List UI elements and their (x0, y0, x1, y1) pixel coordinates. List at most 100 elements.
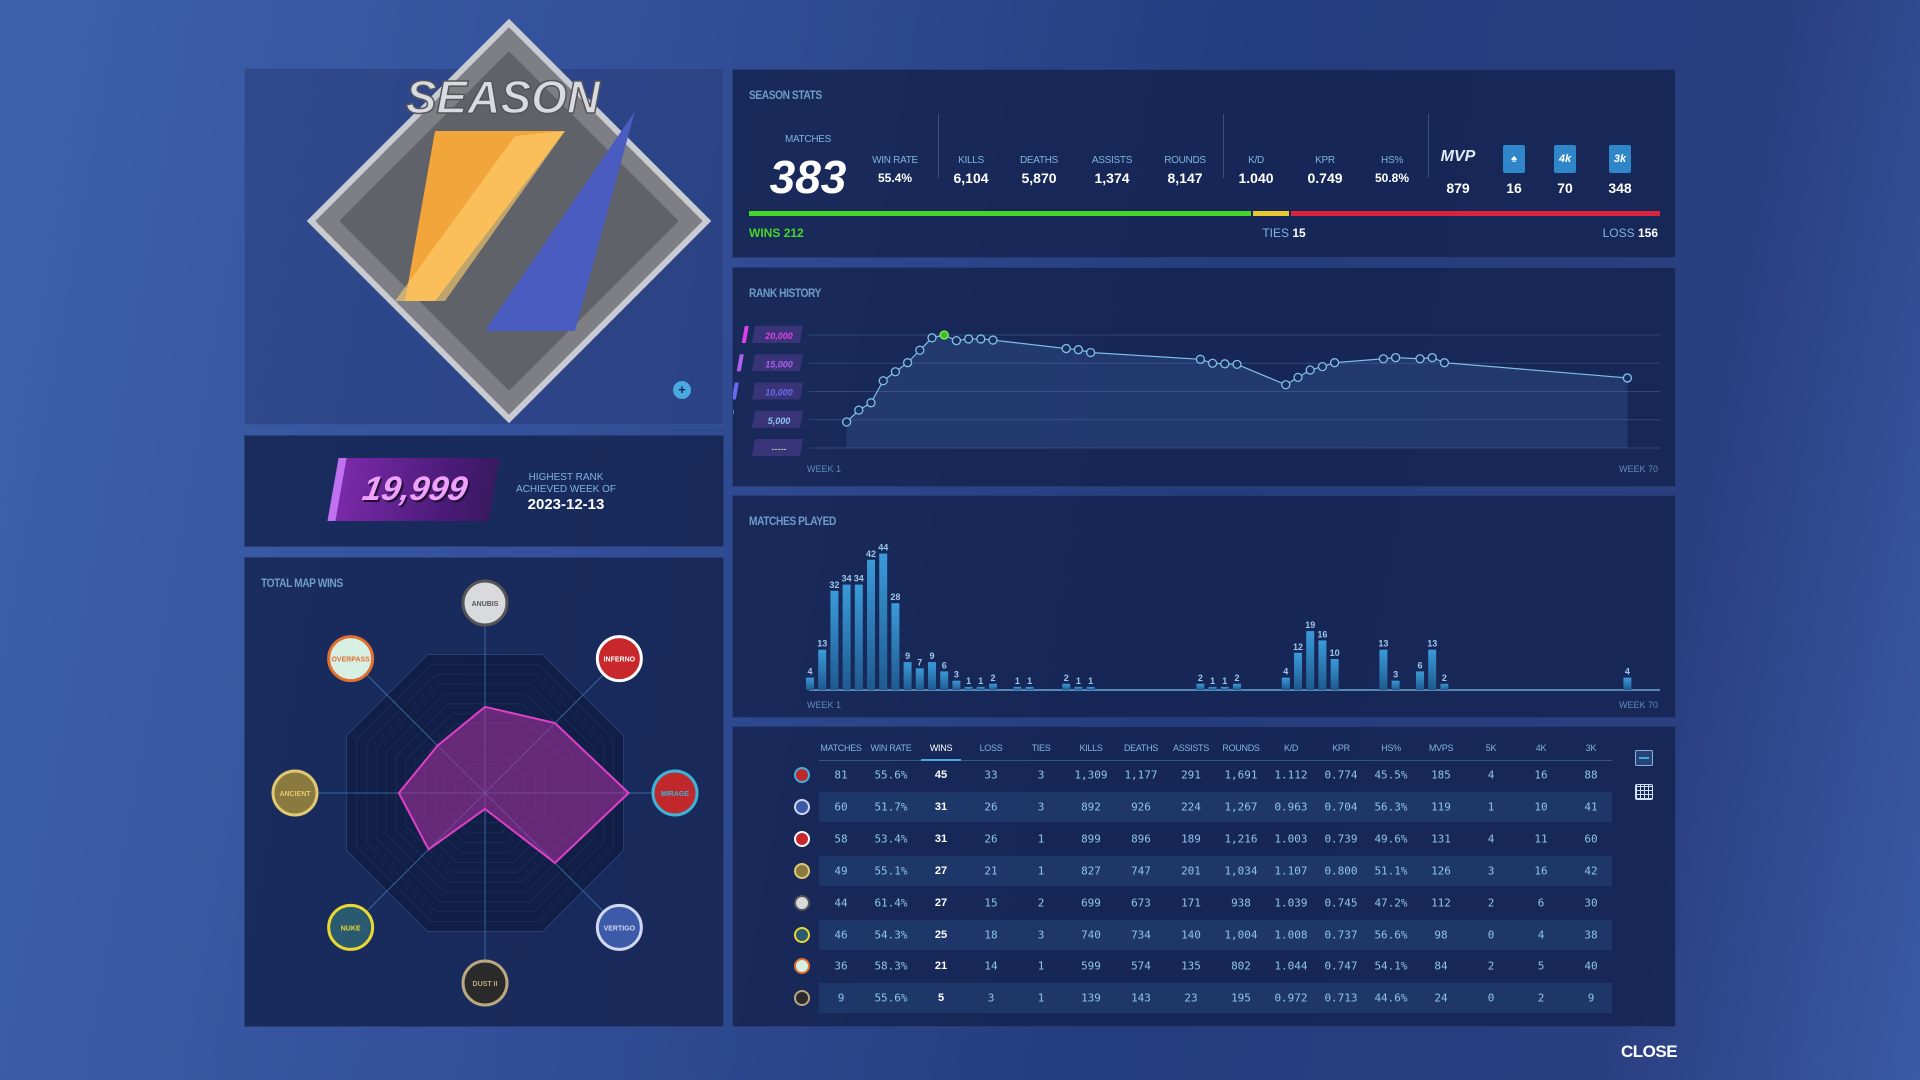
radar-chart: ANUBIS INFERNO MIRAGE VERTIGO DUST II NUKE ANC… (271, 579, 699, 1007)
map-logo-nuke (327, 903, 375, 951)
grid-view-toggle[interactable] (1635, 784, 1653, 800)
bar (903, 662, 912, 690)
table-cell: 54.1% (1374, 959, 1408, 973)
kills-value: 6,104 (953, 170, 989, 186)
rank-point (1207, 358, 1218, 368)
loss-value: 156 (1637, 226, 1658, 240)
map-logo-mirage (651, 769, 699, 817)
table-cell: 291 (1181, 768, 1201, 782)
column-header[interactable]: 5K (1485, 743, 1497, 753)
rank-point (915, 345, 925, 355)
table-cell: 673 (1131, 896, 1151, 910)
table-cell: 0 (1487, 991, 1495, 1005)
ties-label: TIES (1262, 226, 1289, 240)
row-band (819, 791, 1612, 822)
rank-point (902, 358, 913, 368)
column-header[interactable]: 3K (1585, 743, 1597, 753)
column-header[interactable]: ROUNDS (1222, 743, 1260, 753)
column-header[interactable]: K/D (1283, 743, 1299, 753)
column-header[interactable]: ASSISTS (1173, 743, 1209, 753)
hs-label: HS% (1381, 155, 1403, 166)
bar-label: 32 (829, 580, 839, 590)
map-logo-text: OVERPASS (331, 657, 370, 664)
table-cell: 60 (834, 800, 848, 814)
rank-point (963, 334, 974, 344)
column-header[interactable]: DEATHS (1123, 743, 1159, 753)
tier-label: ----- (772, 444, 787, 454)
map-icon-vertigo (794, 798, 810, 815)
rank-point (976, 334, 986, 344)
column-header[interactable]: KPR (1332, 743, 1350, 753)
table-cell: 6 (1537, 896, 1545, 910)
compact-view-toggle[interactable] (1635, 750, 1653, 766)
ties-summary: TIES 15 (1262, 226, 1305, 240)
close-button[interactable]: CLOSE (1621, 1042, 1678, 1061)
map-logo-text: DUST II (473, 981, 498, 988)
loss-summary: LOSS 156 (1603, 226, 1658, 240)
matches-played-panel: MATCHES PLAYED 4 13 32 34 34 42 44 28 9 7 9 6 3 1 1 2 1 1… (732, 495, 1676, 718)
table-cell: 1,034 (1224, 864, 1258, 878)
column-header[interactable]: LOSS (979, 743, 1003, 753)
highest-rank-date: 2023-12-13 (527, 496, 605, 513)
column-header[interactable]: HS% (1381, 743, 1401, 753)
rounds-label: ROUNDS (1164, 155, 1206, 166)
column-header[interactable]: MATCHES (820, 743, 862, 753)
tier-stripe (733, 410, 734, 428)
rank-point (1281, 380, 1291, 390)
rank-point (1195, 354, 1206, 364)
bar (1196, 683, 1205, 690)
bar-label: 2 (1198, 673, 1203, 683)
map-icon-anubis (794, 894, 810, 911)
mvp-star-icon: MVP (1440, 148, 1476, 165)
table-cell: 30 (1584, 896, 1598, 910)
bar (830, 590, 839, 690)
loss-label: LOSS (1602, 226, 1635, 240)
table-cell: 46 (834, 928, 848, 941)
week-end-label: WEEK 70 (1618, 700, 1658, 710)
table-cell: 51.1% (1374, 864, 1408, 878)
rank-point (1220, 359, 1230, 369)
table-cell: 1.112 (1274, 768, 1308, 782)
table-cell: 119 (1431, 800, 1451, 814)
table-cell: 42 (1584, 864, 1598, 878)
table-cell: 135 (1181, 959, 1201, 973)
win-rate-label: WIN RATE (872, 155, 918, 166)
bar (976, 686, 985, 690)
column-header[interactable]: 4K (1535, 743, 1547, 753)
bar (806, 677, 814, 690)
deaths-value: 5,870 (1021, 170, 1057, 186)
table-cell: 4 (1487, 832, 1495, 846)
ace-value: 16 (1506, 180, 1522, 196)
week-start-label: WEEK 1 (807, 464, 842, 474)
rank-history-chart: 20,000 15,000 10,000 5,000 ----- (733, 326, 1660, 456)
bar-label: 34 (854, 574, 864, 584)
season-logo-text: SEASON (406, 71, 601, 123)
column-header[interactable]: TIES (1031, 743, 1051, 753)
bar (1330, 659, 1339, 690)
bar (1440, 683, 1449, 690)
rank-point (1232, 359, 1242, 370)
bar-label: 1 (966, 676, 971, 686)
3k-value: 348 (1608, 180, 1632, 196)
column-header[interactable]: KILLS (1079, 743, 1103, 753)
bar-label: 10 (1330, 648, 1340, 658)
tier-stripe (733, 382, 739, 400)
bar (1391, 680, 1400, 690)
bar-label: 1 (1210, 676, 1215, 686)
map-icon-mirage (794, 767, 810, 783)
map-icon-inferno (794, 830, 810, 847)
column-header[interactable]: MVPS (1428, 743, 1454, 753)
table-cell: 1.008 (1274, 928, 1308, 941)
column-header[interactable]: WINS (929, 743, 953, 753)
table-cell: 599 (1081, 959, 1101, 973)
tier-badge (752, 382, 803, 400)
highest-rank-panel: 19,999 HIGHEST RANK ACHIEVED WEEK OF 202… (244, 435, 724, 547)
season-stats-panel: SEASON STATS MATCHES 383 WIN RATE 55.4% … (732, 69, 1676, 258)
zoom-in-button[interactable]: + (673, 381, 691, 399)
table-cell: 23 (1184, 991, 1198, 1005)
table-cell: 27 (934, 864, 948, 877)
spade-icon: ♠ (1503, 145, 1525, 173)
column-header[interactable]: WIN RATE (870, 743, 912, 753)
bar (1233, 683, 1241, 690)
table-cell: 899 (1081, 832, 1101, 846)
